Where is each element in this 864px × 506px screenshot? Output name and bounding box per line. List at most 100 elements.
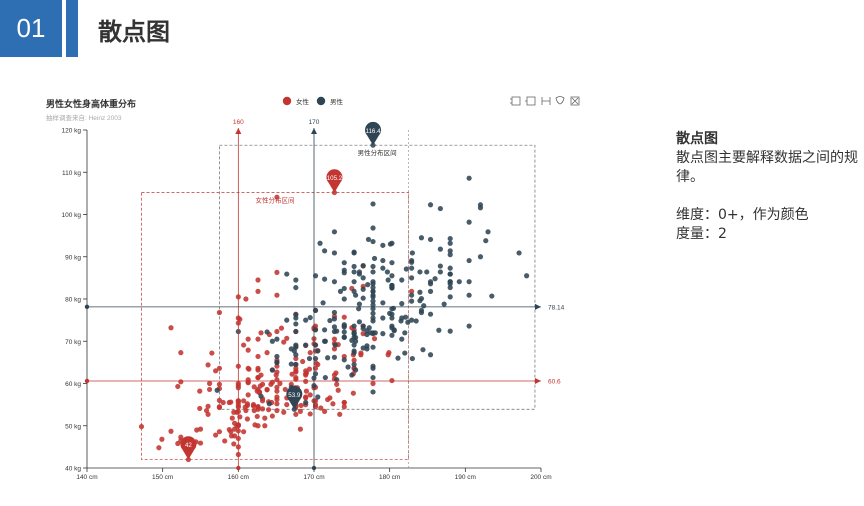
data-point-male (427, 311, 434, 317)
legend-marker-female (282, 96, 292, 106)
legend-item-male[interactable]: 男性 (316, 96, 344, 106)
data-point-female (255, 277, 261, 283)
y-tick-label: 40 kg (65, 466, 81, 473)
data-point-male (389, 260, 395, 266)
legend-label-male: 男性 (330, 97, 344, 106)
data-point-male (327, 317, 333, 324)
y-tick-label: 80 kg (65, 297, 81, 304)
data-point-female (138, 423, 145, 430)
data-point-female (226, 399, 232, 406)
data-point-male (360, 345, 366, 351)
toolbox (510, 96, 580, 106)
data-point-male (269, 367, 275, 373)
data-point-female (216, 381, 223, 387)
data-point-female (231, 433, 238, 439)
data-point-female (303, 372, 309, 378)
data-point-male (274, 353, 280, 360)
data-point-male (432, 276, 438, 282)
data-point-male (331, 324, 338, 330)
zoom-reset-icon[interactable] (525, 96, 536, 106)
data-point-female (241, 342, 247, 348)
data-point-male (341, 260, 347, 266)
data-point-male (437, 269, 443, 275)
data-point-female (318, 405, 324, 411)
data-point-female (341, 404, 347, 410)
data-point-male (389, 306, 395, 312)
data-point-male (370, 302, 376, 308)
data-point-male (427, 202, 434, 208)
mean-x-start-dot (236, 465, 241, 471)
data-point-female (216, 429, 223, 435)
data-point-female (358, 350, 364, 356)
data-point-male (349, 372, 355, 378)
data-point-female (205, 411, 211, 417)
data-point-female (159, 436, 165, 442)
data-point-female (293, 411, 299, 417)
data-point-female (274, 292, 280, 298)
mean-y-start-dot (84, 378, 90, 384)
data-point-male (303, 342, 309, 348)
data-point-male (293, 321, 299, 327)
data-point-female (274, 394, 280, 400)
data-point-male (477, 202, 484, 208)
data-point-male (420, 347, 426, 353)
data-point-male (370, 284, 376, 291)
data-point-male (402, 314, 409, 320)
data-point-female (168, 428, 174, 434)
data-point-female (206, 386, 213, 393)
mark-area-label: 女性分布区间 (256, 196, 295, 205)
data-point-male (427, 288, 434, 294)
data-point-female (331, 336, 338, 342)
data-point-male (370, 288, 376, 294)
data-point-female (297, 408, 303, 414)
zoom-icon[interactable] (510, 96, 521, 106)
data-point-female (284, 402, 290, 408)
data-point-male (351, 342, 357, 348)
data-point-female (245, 377, 251, 383)
data-point-male (293, 284, 299, 291)
data-point-female (262, 423, 268, 429)
data-point-male (447, 265, 453, 271)
clear-icon[interactable] (570, 96, 580, 106)
mean-x-label: 160 (233, 119, 244, 126)
data-point-female (178, 350, 184, 356)
mark-area-male (219, 144, 536, 410)
data-point-male (447, 328, 453, 334)
mean-x-label: 170 (309, 119, 320, 126)
page-title: 散点图 (98, 18, 170, 46)
data-point-male (370, 201, 376, 207)
data-point-male (306, 355, 313, 362)
data-point-female (156, 445, 162, 451)
data-point-female (255, 404, 261, 410)
data-point-male (380, 300, 386, 306)
lasso-icon[interactable] (555, 96, 565, 105)
data-point-male (370, 365, 376, 371)
data-point-male (389, 273, 395, 279)
data-point-male (389, 311, 395, 317)
rect-select-icon[interactable] (541, 97, 551, 105)
data-point-female (371, 336, 378, 342)
data-point-male (284, 317, 290, 323)
data-point-male (409, 265, 415, 271)
data-point-female (303, 388, 310, 394)
legend: 女性 男性 (282, 96, 344, 106)
data-point-female (268, 381, 274, 387)
min-pin-female-shape (180, 436, 197, 460)
data-point-male (337, 288, 344, 294)
data-point-male (370, 330, 376, 336)
data-point-male (421, 303, 427, 309)
data-point-female (255, 374, 261, 381)
data-point-male (321, 327, 328, 333)
data-point-female (255, 336, 261, 342)
data-point-male (360, 275, 366, 281)
chart-subtitle: 抽样调查来自: Heinz 2003 (46, 113, 122, 122)
data-point-male (360, 323, 366, 329)
data-point-male (274, 336, 280, 342)
legend-item-female[interactable]: 女性 (282, 96, 310, 106)
data-point-male (427, 281, 434, 287)
data-point-male (351, 334, 357, 341)
data-point-male (274, 359, 280, 365)
data-point-female (293, 369, 299, 375)
data-point-male (466, 279, 472, 285)
data-point-male (447, 271, 453, 277)
